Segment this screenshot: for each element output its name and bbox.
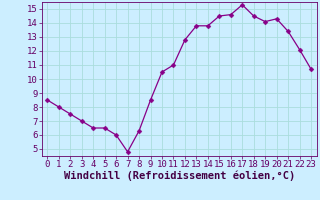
X-axis label: Windchill (Refroidissement éolien,°C): Windchill (Refroidissement éolien,°C) [64,171,295,181]
